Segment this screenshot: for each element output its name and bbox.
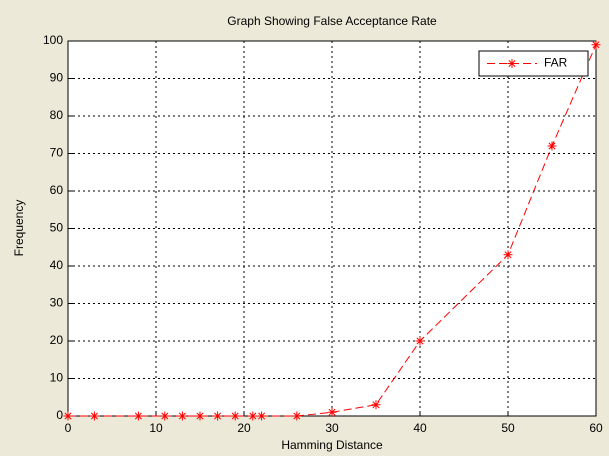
data-point — [327, 407, 337, 417]
x-tick-label: 60 — [589, 421, 603, 435]
data-point — [213, 411, 223, 421]
x-tick-label: 30 — [325, 421, 339, 435]
x-tick-label: 40 — [413, 421, 427, 435]
y-tick-label: 60 — [50, 183, 64, 197]
y-tick-label: 10 — [50, 371, 64, 385]
y-tick-label: 80 — [50, 108, 64, 122]
data-point — [257, 411, 267, 421]
data-point — [160, 411, 170, 421]
y-tick-label: 40 — [50, 258, 64, 272]
data-point — [248, 411, 258, 421]
x-tick-label: 50 — [501, 421, 515, 435]
data-point — [177, 411, 187, 421]
data-point — [415, 336, 425, 346]
data-point — [503, 250, 513, 260]
y-tick-label: 20 — [50, 333, 64, 347]
x-tick-label: 20 — [237, 421, 251, 435]
legend-box — [478, 50, 589, 77]
data-point — [133, 411, 143, 421]
y-tick-label: 30 — [50, 296, 64, 310]
data-point — [89, 411, 99, 421]
data-point — [371, 400, 381, 410]
data-point — [292, 411, 302, 421]
legend-marker — [507, 59, 517, 68]
legend-label: FAR — [544, 56, 568, 70]
y-tick-label: 50 — [50, 221, 64, 235]
x-tick-label: 0 — [65, 421, 72, 435]
x-tick-label: 10 — [149, 421, 163, 435]
data-point — [591, 40, 601, 50]
y-axis-label: Frequency — [12, 200, 26, 257]
chart-title: Graph Showing False Acceptance Rate — [227, 14, 437, 28]
data-point — [195, 411, 205, 421]
y-tick-label: 90 — [50, 71, 64, 85]
y-tick-label: 100 — [43, 33, 63, 47]
data-point — [63, 411, 73, 421]
y-tick-label: 0 — [56, 408, 63, 422]
data-point — [230, 411, 240, 421]
data-point — [547, 141, 557, 151]
x-axis-label: Hamming Distance — [281, 438, 383, 452]
y-tick-label: 70 — [50, 146, 64, 160]
